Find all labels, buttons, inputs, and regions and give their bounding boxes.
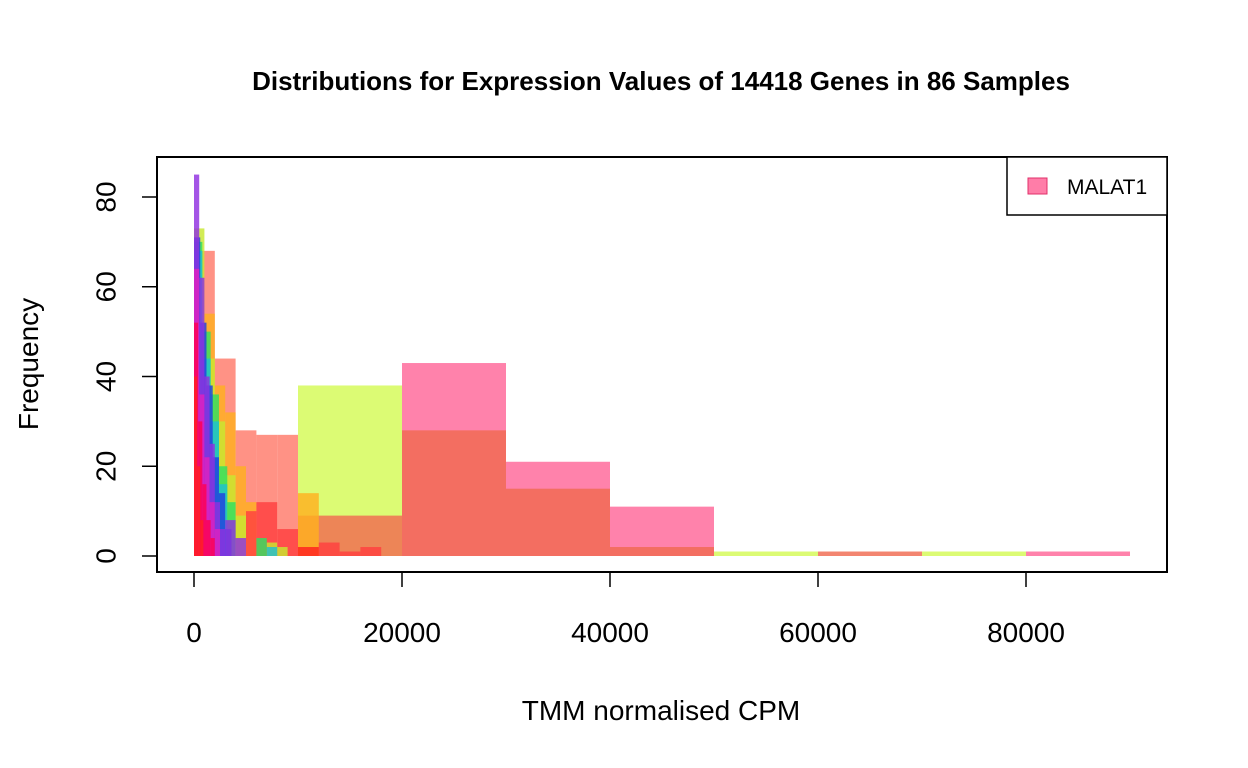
histogram-bar-s0-b3 [1026, 551, 1130, 556]
y-tick-label-1: 20 [90, 451, 121, 482]
y-tick-label-2: 40 [90, 361, 121, 392]
histogram-bar-s2-b4 [818, 551, 922, 556]
histogram-bar-s11-b4 [214, 529, 220, 556]
histogram-bar-s2-b3 [610, 547, 714, 556]
histogram-bar-s10-b7 [235, 538, 246, 556]
histogram-bar-s10-b6 [225, 520, 236, 556]
y-tick-label-0: 0 [90, 548, 121, 564]
histogram-bar-s13-b3 [298, 547, 319, 556]
y-axis-label: Frequency [13, 298, 44, 430]
y-tick-label-4: 80 [90, 181, 121, 212]
histogram-bar-s2-b1 [402, 430, 506, 556]
x-tick-label-0: 0 [186, 617, 202, 648]
histogram-bar-s1-b2 [922, 551, 1026, 556]
histogram-bars [194, 174, 1130, 556]
histogram-bar-s13-b2 [200, 520, 204, 556]
histogram-bar-s5-b4 [339, 551, 361, 556]
histogram-bar-s12-b3 [206, 520, 211, 556]
chart-title: Distributions for Expression Values of 1… [252, 66, 1070, 96]
y-axis: 0 20 40 60 80 [90, 181, 158, 564]
histogram-bar-s11-b2 [204, 457, 210, 556]
histogram-bar-s10-b5 [220, 529, 226, 556]
histogram-bar-s13-b0 [194, 376, 198, 556]
histogram-bar-s5-b0 [246, 511, 257, 556]
x-axis-label: TMM normalised CPM [522, 695, 800, 726]
histogram-bar-s7-b5 [256, 538, 267, 556]
histogram-bar-s2-b2 [506, 488, 610, 556]
x-tick-label-1: 20000 [363, 617, 441, 648]
histogram-bar-s6-b4 [235, 515, 246, 556]
histogram-bar-s12-b1 [198, 421, 203, 556]
x-tick-label-2: 40000 [571, 617, 649, 648]
histogram-bar-s10-b3 [209, 443, 215, 556]
histogram-bar-s9-b4 [218, 493, 226, 556]
histogram-bar-s4-b4 [235, 466, 246, 556]
legend-label-malat1: MALAT1 [1067, 176, 1147, 199]
histogram-bar-s12-b4 [210, 538, 215, 556]
histogram-bar-s4-b6 [298, 493, 319, 556]
histogram-bar-s8-b4 [266, 547, 278, 556]
histogram-bar-s1-b1 [714, 551, 818, 556]
x-tick-label-3: 60000 [779, 617, 857, 648]
y-tick-label-3: 60 [90, 271, 121, 302]
histogram-bar-s11-b3 [209, 502, 215, 556]
histogram-bar-s6-b6 [277, 547, 288, 556]
legend: MALAT1 [1006, 156, 1168, 216]
histogram-bar-s3-b4 [277, 434, 298, 556]
legend-swatch-malat1 [1027, 177, 1048, 195]
histogram-bar-s13-b1 [197, 466, 201, 556]
x-axis: 0 20000 40000 60000 80000 [186, 571, 1065, 648]
histogram-bar-s5-b5 [360, 547, 382, 556]
histogram-bar-s5-b3 [318, 542, 340, 556]
x-tick-label-4: 80000 [987, 617, 1065, 648]
histogram-bar-s12-b2 [202, 484, 207, 556]
